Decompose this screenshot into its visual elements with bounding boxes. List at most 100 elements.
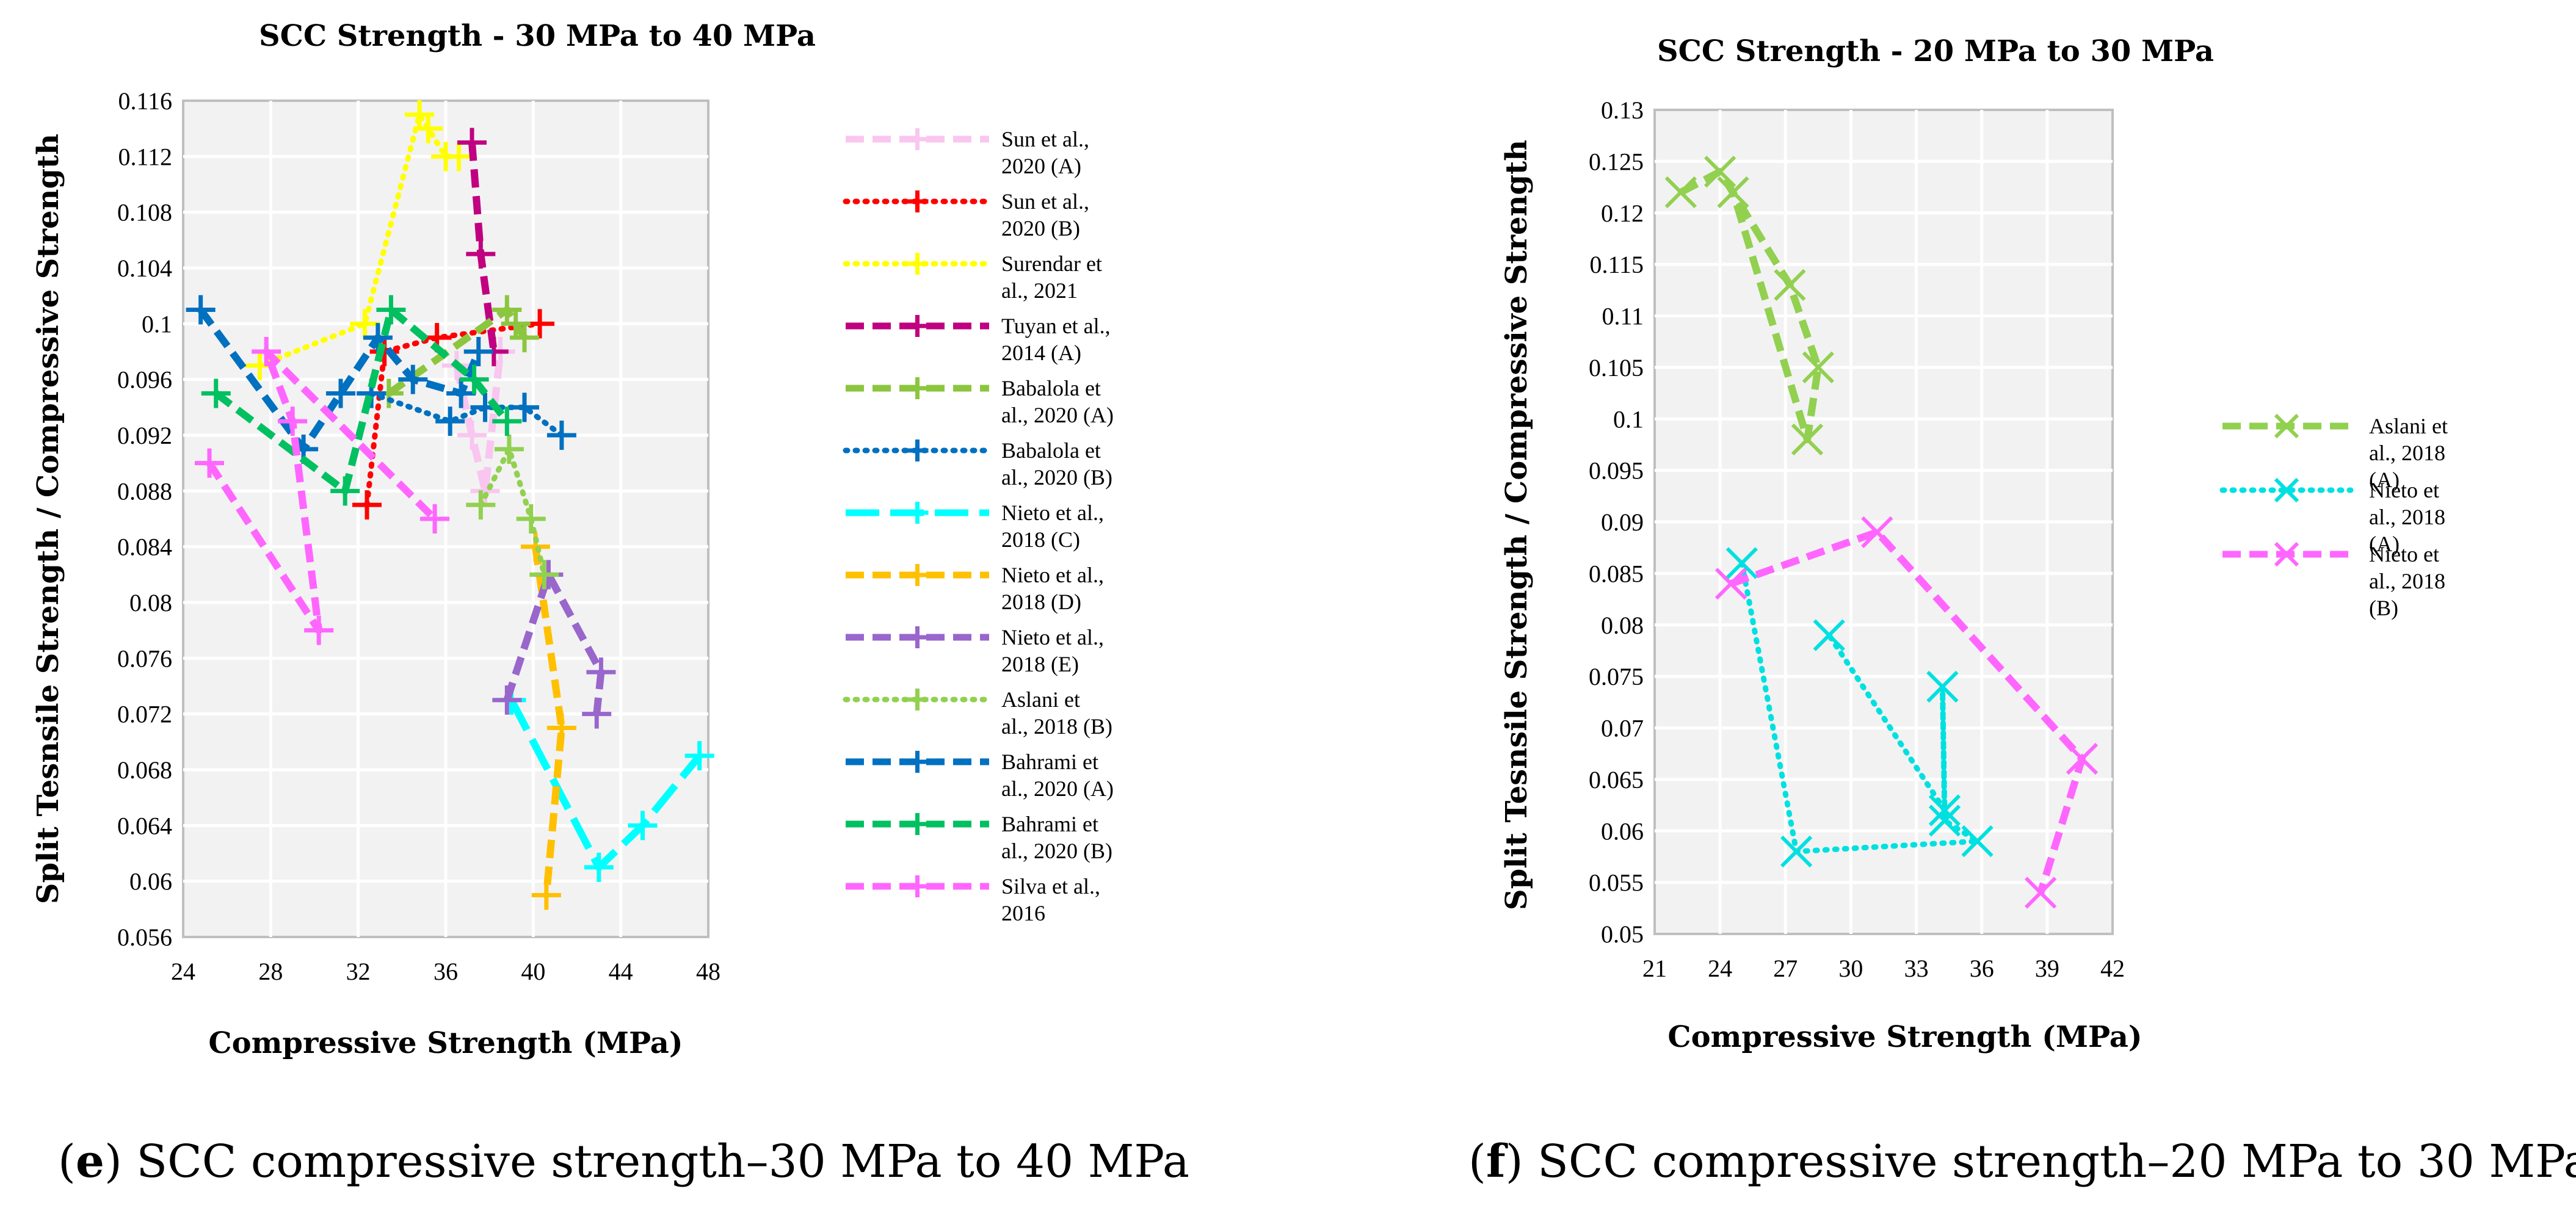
data-point [546, 713, 576, 743]
chart-panel-e: SCC Strength - 30 MPa to 40 MPa 24 28 32 36… [31, 19, 1114, 1060]
legend-label: Sun et al., 2020 (B) [1001, 189, 1089, 241]
y-tick-label: 0.09 [1601, 508, 1644, 536]
legend-marker [906, 751, 929, 773]
data-point [1926, 670, 1959, 703]
data-point [684, 741, 714, 771]
legend-label: Surendar et al., 2021 [1001, 251, 1102, 303]
y-tick-label: 0.065 [1589, 766, 1644, 794]
series-11 [186, 295, 493, 464]
y-tick-label: 0.06 [1601, 817, 1644, 845]
x-tick-label: 32 [346, 958, 371, 985]
legend-label: Nieto et al., 2018 (A) [2369, 478, 2445, 556]
y-tick-label: 0.112 [118, 143, 172, 170]
data-point [1714, 568, 1747, 600]
y-tick-label: 0.088 [117, 477, 172, 505]
series-3 [1714, 516, 2099, 909]
x-tick-label: 36 [1970, 955, 1994, 982]
data-point [457, 128, 487, 157]
ticks-e: 24 28 32 36 40 44 48 0.056 0.06 0.064 0.068 0.072 0.… [117, 87, 720, 985]
legend-item: Bahrami et al., 2020 (B) [846, 812, 1112, 863]
data-point [1928, 805, 1961, 837]
data-point [584, 852, 614, 882]
series-line [508, 698, 703, 871]
data-point [510, 392, 539, 422]
series-line [477, 446, 547, 577]
data-point [444, 142, 474, 172]
y-tick-label: 0.056 [117, 924, 172, 951]
series-group-f [1664, 156, 2099, 909]
legend-marker [906, 377, 929, 399]
x-tick-label: 48 [696, 958, 720, 985]
y-tick-label: 0.05 [1601, 920, 1644, 948]
legend-marker [2274, 477, 2299, 503]
data-point [1725, 547, 1758, 579]
legend-marker [906, 315, 929, 337]
legend-item: Surendar et al., 2021 [843, 251, 1102, 303]
y-tick-label: 0.096 [117, 366, 172, 394]
legend-marker [906, 875, 929, 897]
x-tick-label: 24 [171, 958, 195, 985]
legend-item: Babalola et al., 2020 (B) [843, 438, 1112, 490]
legend-label: Nieto et al., 2018 (C) [1001, 501, 1104, 552]
series-line [1679, 168, 1822, 443]
data-point [1791, 423, 1824, 456]
data-point [466, 239, 496, 269]
x-tick-label: 21 [1642, 955, 1667, 982]
data-point [446, 378, 476, 408]
data-point [529, 560, 559, 590]
legend-marker [906, 626, 929, 648]
data-point [531, 880, 561, 910]
legend-marker [906, 564, 929, 586]
data-point [1802, 351, 1834, 383]
legend-label: Silva et al., 2016 [1001, 874, 1100, 925]
legend-item: Nieto et al., 2018 (E) [846, 625, 1104, 676]
data-point [586, 657, 616, 687]
legend-item: Babalola et al., 2020 (A) [846, 376, 1114, 427]
caption-f: (f) SCC compressive strength–20 MPa to 3… [1468, 1135, 2576, 1188]
x-tick-label: 28 [258, 958, 283, 985]
legend-item: Nieto et al., 2018 (B) [2222, 541, 2445, 620]
caption-text-f: SCC compressive strength–20 MPa to 30 MP… [1537, 1135, 2576, 1188]
legend-label: Bahrami et al., 2020 (B) [1001, 812, 1112, 863]
legend-item: Tuyan et al., 2014 (A) [846, 314, 1111, 365]
x-tick-label: 33 [1904, 955, 1929, 982]
data-point [459, 364, 489, 394]
series-8 [520, 532, 576, 910]
data-point [1780, 835, 1813, 868]
legend-label: Sun et al., 2020 (A) [1001, 127, 1089, 178]
y-tick-label: 0.076 [117, 645, 172, 672]
legend-f: Aslani et al., 2018 (A)Nieto et al., 2018 (A… [2219, 413, 2448, 620]
series-10 [466, 434, 559, 590]
y-tick-label: 0.072 [117, 701, 172, 728]
y-tick-label: 0.092 [117, 422, 172, 449]
data-point [252, 337, 281, 366]
x-tick-label: 40 [521, 958, 545, 985]
x-axis-label-e: Compressive Strength (MPa) [208, 1026, 683, 1060]
legend-item: Aslani et al., 2018 (A) [2222, 413, 2448, 492]
data-point [1774, 269, 1806, 301]
series-13 [195, 337, 450, 645]
data-point [510, 323, 539, 353]
data-point [1704, 156, 1736, 188]
y-tick-label: 0.108 [117, 199, 172, 226]
x-tick-label: 42 [2100, 955, 2125, 982]
legend-label: Babalola et al., 2020 (B) [1001, 438, 1112, 490]
data-point [1861, 516, 1893, 548]
series-2 [1725, 547, 1994, 868]
data-point [1717, 176, 1749, 209]
series-line [503, 571, 605, 715]
legend-e: Sun et al., 2020 (A) Sun et al., 2020 (B) Su… [843, 127, 1114, 925]
chart-panel-f: SCC Strength - 20 MPa to 30 MPa 21 24 27 30… [1500, 34, 2448, 1054]
legend-label: Babalola et al., 2020 (A) [1001, 376, 1114, 427]
data-point [1928, 794, 1961, 826]
data-point [350, 309, 380, 339]
x-axis-label-f: Compressive Strength (MPa) [1667, 1020, 2142, 1054]
legend-label: Nieto et al., 2018 (E) [1001, 625, 1104, 676]
legend-label: Nieto et al., 2018 (B) [2369, 542, 2445, 620]
y-tick-label: 0.064 [117, 812, 172, 839]
data-point [492, 685, 522, 715]
series-line [364, 320, 543, 508]
legend-marker [2274, 413, 2299, 439]
legend-item: Sun et al., 2020 (B) [843, 189, 1089, 241]
